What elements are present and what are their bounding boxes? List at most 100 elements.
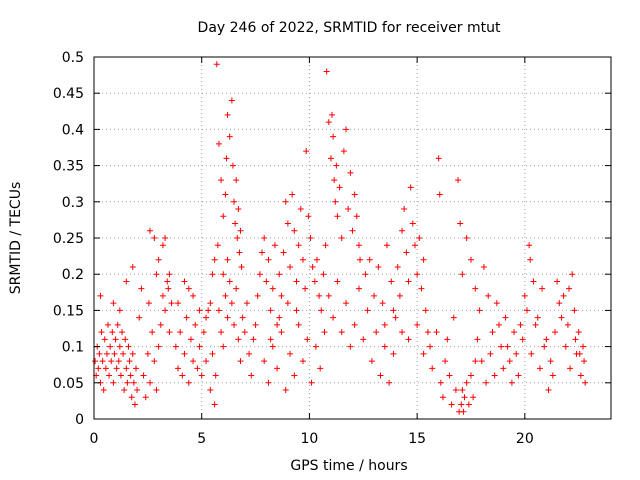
data-point	[420, 350, 427, 357]
data-point	[527, 256, 534, 263]
data-point	[386, 379, 393, 386]
data-point	[256, 271, 263, 278]
data-point	[267, 336, 274, 343]
data-point	[551, 329, 558, 336]
x-tick-label: 0	[90, 431, 99, 447]
data-point	[340, 148, 347, 155]
data-point	[581, 358, 588, 365]
data-point	[536, 365, 543, 372]
y-tick-label: 0.2	[62, 267, 84, 283]
data-point	[209, 350, 216, 357]
data-point	[345, 206, 352, 213]
data-point	[519, 336, 526, 343]
data-point	[452, 387, 459, 394]
data-point	[112, 336, 119, 343]
data-point	[164, 278, 171, 285]
data-point	[122, 336, 129, 343]
data-point	[142, 394, 149, 401]
data-point	[246, 350, 253, 357]
data-point	[133, 365, 140, 372]
data-point	[457, 220, 464, 227]
data-point	[261, 358, 268, 365]
data-point	[489, 329, 496, 336]
data-point	[317, 365, 324, 372]
x-tick-labels: 0 5 10 15 20	[90, 431, 534, 447]
data-point	[450, 314, 457, 321]
data-point	[166, 329, 173, 336]
data-point	[185, 379, 192, 386]
data-point	[435, 155, 442, 162]
data-point	[278, 292, 285, 299]
y-axis-label: SRMTID / TECUs	[8, 182, 24, 295]
data-point	[196, 307, 203, 314]
data-point	[532, 321, 539, 328]
data-point	[190, 292, 197, 299]
data-point	[211, 401, 218, 408]
data-point	[429, 365, 436, 372]
data-point	[463, 235, 470, 241]
data-point	[436, 191, 443, 198]
data-point	[166, 271, 173, 278]
data-point	[192, 321, 199, 328]
data-point	[390, 307, 397, 314]
data-point	[448, 401, 455, 408]
data-point	[267, 307, 274, 314]
data-point	[263, 278, 270, 285]
data-point	[282, 387, 289, 394]
data-point	[572, 336, 579, 343]
data-point	[521, 292, 528, 299]
data-point	[114, 321, 121, 328]
data-point	[366, 256, 373, 263]
data-point	[325, 119, 332, 126]
data-point	[95, 365, 102, 372]
data-point	[513, 350, 520, 357]
data-point	[357, 256, 364, 263]
data-point	[333, 162, 340, 169]
data-point	[401, 206, 408, 213]
data-point	[252, 321, 259, 328]
data-point	[414, 321, 421, 328]
data-point	[371, 292, 378, 299]
x-tick-label: 20	[516, 431, 534, 447]
data-point	[233, 177, 240, 184]
data-point	[229, 162, 236, 169]
data-point	[299, 358, 306, 365]
data-point	[238, 263, 245, 270]
data-point	[274, 365, 281, 372]
data-point	[159, 292, 166, 299]
y-tick-label: 0.25	[53, 231, 84, 247]
data-point	[233, 285, 240, 292]
data-point	[487, 350, 494, 357]
data-point	[177, 329, 184, 336]
data-point	[194, 365, 201, 372]
data-point	[347, 169, 354, 176]
data-point	[322, 242, 329, 249]
data-point	[347, 343, 354, 350]
data-point	[224, 256, 231, 263]
data-point	[506, 358, 513, 365]
data-point	[334, 213, 341, 220]
data-point	[470, 394, 477, 401]
data-point	[220, 271, 227, 278]
data-point	[569, 271, 576, 278]
data-point	[271, 242, 278, 249]
data-point	[116, 307, 123, 314]
data-point	[254, 292, 261, 299]
data-point	[343, 300, 350, 307]
data-point	[106, 372, 113, 379]
data-point	[162, 235, 169, 241]
data-point	[232, 220, 239, 227]
data-point	[117, 372, 124, 379]
x-tick-label: 10	[301, 431, 319, 447]
data-point	[236, 249, 243, 256]
data-point	[556, 300, 563, 307]
data-point	[129, 263, 136, 270]
data-point	[278, 329, 285, 336]
data-point	[316, 292, 323, 299]
data-point	[312, 343, 319, 350]
data-point	[153, 271, 160, 278]
data-point	[96, 350, 103, 357]
data-point	[110, 379, 117, 386]
data-point	[390, 350, 397, 357]
